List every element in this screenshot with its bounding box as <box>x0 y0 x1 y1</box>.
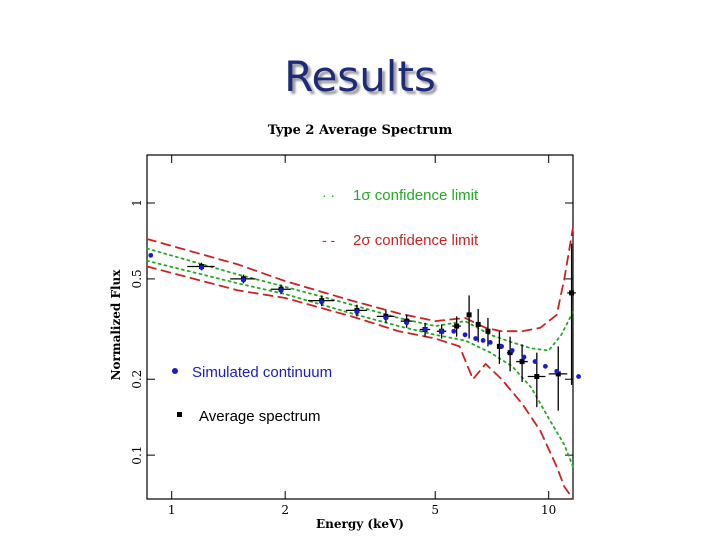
legend-two-sigma-label: 2σ confidence limit <box>353 232 479 249</box>
x-tick-label: 10 <box>541 503 556 517</box>
one-sigma-curve <box>146 259 574 468</box>
simulated-continuum-point <box>319 299 325 305</box>
legend-simulated-marker <box>172 368 178 374</box>
x-tick-label: 5 <box>431 503 439 517</box>
simulated-continuum-point <box>554 368 560 374</box>
simulated-continuum-point <box>542 363 548 369</box>
average-spectrum-point <box>466 312 472 318</box>
simulated-continuum-point <box>473 336 479 341</box>
simulated-continuum-point <box>509 348 515 353</box>
y-tick-label: 0.1 <box>130 446 144 465</box>
simulated-continuum-point <box>404 320 410 326</box>
x-axis-label: Energy (keV) <box>316 517 404 531</box>
chart-title: Type 2 Average Spectrum <box>268 123 453 138</box>
legend-average-label: Average spectrum <box>199 408 320 425</box>
y-tick-label: 0.5 <box>130 269 144 288</box>
simulated-continuum-point <box>422 327 428 332</box>
simulated-continuum-point <box>354 309 360 315</box>
simulated-continuum-point <box>199 265 204 270</box>
simulated-continuum-point <box>487 339 493 345</box>
simulated-continuum-point <box>521 354 527 360</box>
data-markers <box>148 243 581 411</box>
x-tick-label: 2 <box>281 503 289 517</box>
x-axis-ticks: 1 2 5 10 <box>168 155 556 517</box>
y-axis-ticks: 0.1 0.2 0.5 1 <box>130 199 573 465</box>
average-spectrum-point <box>569 290 575 296</box>
plot-frame <box>146 154 574 500</box>
average-spectrum-point <box>485 328 491 334</box>
simulated-continuum-point <box>499 343 504 349</box>
average-spectrum-point <box>534 374 540 380</box>
average-spectrum-point <box>555 371 561 377</box>
y-axis-label: Normalized Flux <box>109 269 123 381</box>
simulated-continuum-point <box>241 277 246 283</box>
legend: · · 1σ confidence limit - - 2σ confidenc… <box>172 187 479 425</box>
confidence-curves <box>146 226 574 500</box>
two-sigma-curve <box>146 226 574 333</box>
simulated-continuum-point <box>532 359 538 364</box>
average-spectrum-point <box>519 359 525 365</box>
x-tick-label: 1 <box>168 503 176 517</box>
simulated-continuum-point <box>383 315 389 321</box>
average-spectrum-point <box>507 350 513 356</box>
simulated-continuum-point <box>439 328 445 334</box>
legend-simulated-label: Simulated continuum <box>192 364 332 381</box>
simulated-continuum-point <box>576 374 581 379</box>
legend-two-sigma-symbol: - - <box>322 232 336 248</box>
legend-one-sigma-symbol: · · <box>322 187 335 203</box>
legend-one-sigma-label: 1σ confidence limit <box>353 187 479 204</box>
y-tick-label: 0.2 <box>130 370 144 389</box>
one-sigma-curve <box>146 247 574 352</box>
average-spectrum-point <box>475 321 481 327</box>
simulated-continuum-point <box>462 332 468 338</box>
legend-average-marker <box>177 412 182 417</box>
simulated-continuum-point <box>480 338 486 343</box>
y-tick-label: 1 <box>130 199 144 207</box>
simulated-continuum-point <box>451 328 457 334</box>
two-sigma-curve <box>146 265 574 500</box>
average-spectrum-point <box>454 323 460 329</box>
simulated-continuum-point <box>148 252 154 258</box>
simulated-continuum-point <box>278 288 284 293</box>
slide-title: Results <box>284 52 436 101</box>
